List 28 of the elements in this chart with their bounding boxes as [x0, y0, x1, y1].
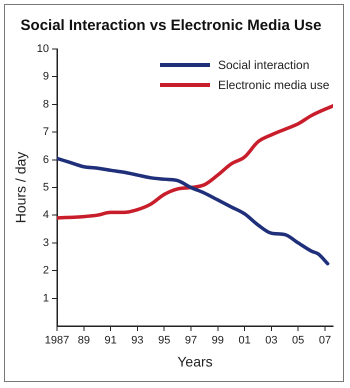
x-tick-label: 93 [131, 334, 144, 347]
y-tick-label: 2 [42, 264, 50, 277]
line-series [57, 156, 330, 266]
x-tick-label: 89 [78, 334, 90, 347]
y-axis-title: Hours / day [12, 152, 28, 224]
y-tick-label: 10 [36, 43, 50, 56]
y-tick-label: 1 [42, 292, 50, 304]
x-tick-label: 01 [238, 334, 251, 347]
y-tick-label: 8 [42, 98, 50, 110]
y-tick-label: 7 [42, 126, 50, 138]
legend-label: Electronic media use [218, 78, 330, 92]
x-tick-label: 95 [158, 334, 170, 347]
legend-label: Social interaction [218, 58, 310, 72]
y-tick-label: 4 [42, 209, 50, 222]
x-tick-label: 91 [104, 334, 117, 347]
y-tick-label: 3 [42, 236, 50, 249]
x-tick-label: 05 [292, 334, 304, 347]
x-tick-label: 07 [318, 334, 332, 347]
x-tick-label: 1987 [44, 334, 70, 347]
y-tick-label: 6 [42, 154, 50, 166]
x-tick-label: 03 [265, 334, 278, 347]
x-axis-title: Years [177, 353, 213, 370]
chart-title: Social Interaction vs Electronic Media Use [20, 17, 322, 34]
y-tick-label: 5 [42, 182, 50, 194]
y-tick-label: 9 [42, 70, 50, 83]
line-series [57, 104, 333, 220]
x-tick-label: 99 [212, 334, 224, 347]
x-tick-label: 97 [184, 334, 198, 347]
